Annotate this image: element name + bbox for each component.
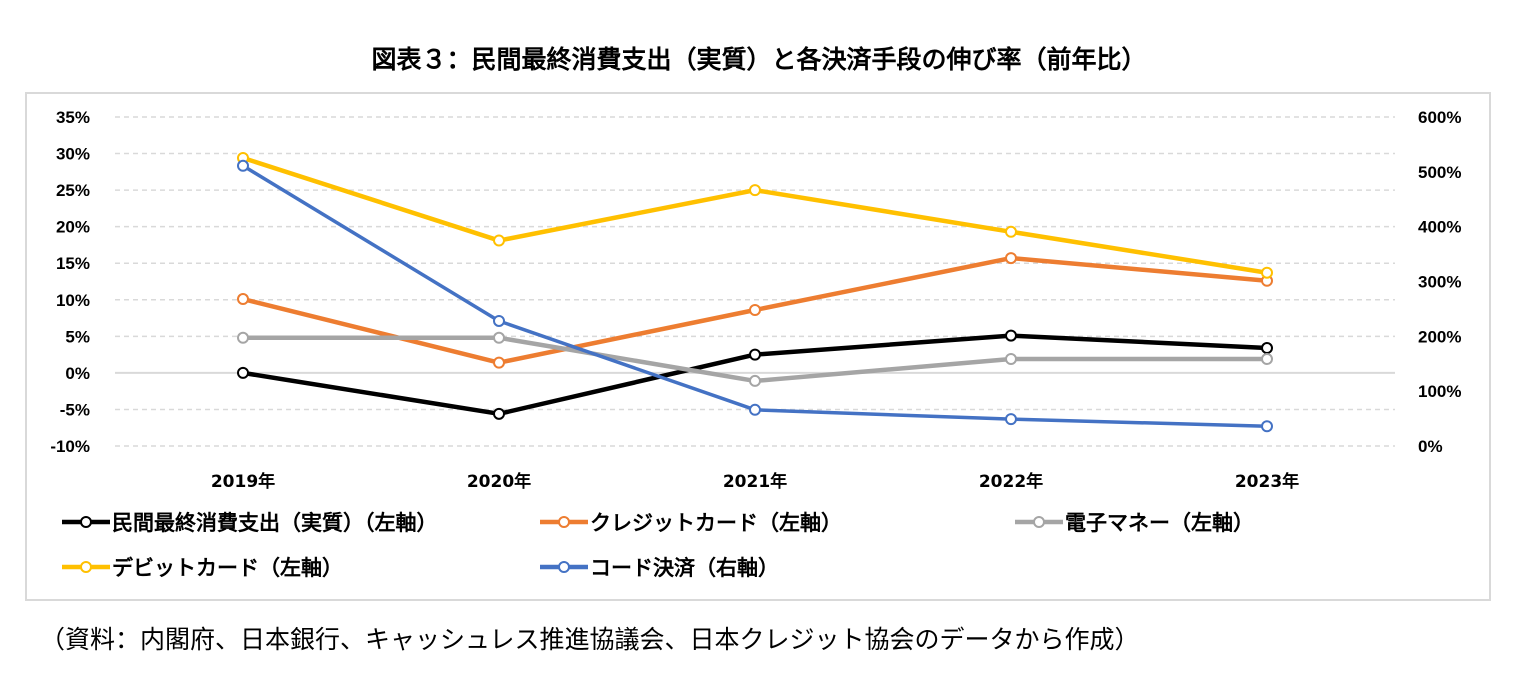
right-tick-label: 300% xyxy=(1418,273,1461,292)
left-tick-label: 30% xyxy=(56,145,90,164)
data-point xyxy=(237,159,249,172)
data-point xyxy=(1005,225,1017,238)
series-line xyxy=(242,333,1268,417)
data-point xyxy=(1005,252,1017,265)
right-tick-label: 600% xyxy=(1418,108,1461,127)
legend-label: 民間最終消費支出（実質）（左軸） xyxy=(112,511,438,535)
data-point xyxy=(749,304,761,317)
data-point xyxy=(1261,420,1273,433)
x-tick-label: 2019年 xyxy=(211,471,275,492)
chart-frame xyxy=(25,92,1491,601)
data-point xyxy=(749,348,761,361)
data-point xyxy=(1261,266,1273,279)
right-tick-label: 500% xyxy=(1418,163,1461,182)
right-tick-label: 400% xyxy=(1418,218,1461,237)
left-tick-label: 35% xyxy=(56,108,90,127)
legend-label: デビットカード（左軸） xyxy=(112,556,343,580)
legend-label: コード決済（右軸） xyxy=(590,556,779,580)
right-tick-label: 100% xyxy=(1418,382,1461,401)
x-tick-label: 2022年 xyxy=(979,471,1043,492)
right-tick-label: 0% xyxy=(1418,437,1443,456)
legend-swatch-marker xyxy=(80,561,92,573)
series-line xyxy=(242,155,1268,275)
legend-label: 電子マネー（左軸） xyxy=(1065,511,1254,535)
left-tick-label: 20% xyxy=(56,218,90,237)
legend-swatch-marker xyxy=(558,516,570,528)
data-point xyxy=(1261,342,1273,355)
data-point xyxy=(237,331,249,344)
data-point xyxy=(1005,352,1017,365)
right-tick-label: 200% xyxy=(1418,327,1461,346)
left-tick-label: 5% xyxy=(65,327,90,346)
chart-title: 図表３：民間最終消費支出（実質）と各決済手段の伸び率（前年比） xyxy=(371,45,1147,74)
data-point xyxy=(493,314,505,327)
legend-swatch-marker xyxy=(558,561,570,573)
x-tick-label: 2021年 xyxy=(723,471,787,492)
x-tick-label: 2020年 xyxy=(467,471,531,492)
data-point xyxy=(493,356,505,369)
series-line xyxy=(242,164,1268,429)
x-tick-label: 2023年 xyxy=(1235,471,1299,492)
left-tick-label: 25% xyxy=(56,181,90,200)
data-point xyxy=(749,374,761,387)
data-point xyxy=(237,366,249,379)
data-point xyxy=(493,234,505,247)
data-point xyxy=(1005,413,1017,426)
legend-swatch-marker xyxy=(1033,516,1045,528)
left-tick-label: 15% xyxy=(56,254,90,273)
data-point xyxy=(1005,329,1017,342)
data-point xyxy=(749,184,761,197)
data-point xyxy=(493,407,505,420)
left-tick-label: 0% xyxy=(65,364,90,383)
data-point xyxy=(493,331,505,344)
legend-swatch-marker xyxy=(80,516,92,528)
left-tick-label: 10% xyxy=(56,291,90,310)
data-point xyxy=(237,293,249,306)
data-point xyxy=(1261,352,1273,365)
source-note: （資料：内閣府、日本銀行、キャッシュレス推進協議会、日本クレジット協会のデータか… xyxy=(40,625,1140,654)
left-tick-label: -10% xyxy=(50,437,90,456)
legend-label: クレジットカード（左軸） xyxy=(590,511,842,535)
left-tick-label: -5% xyxy=(60,400,90,419)
data-point xyxy=(749,403,761,416)
